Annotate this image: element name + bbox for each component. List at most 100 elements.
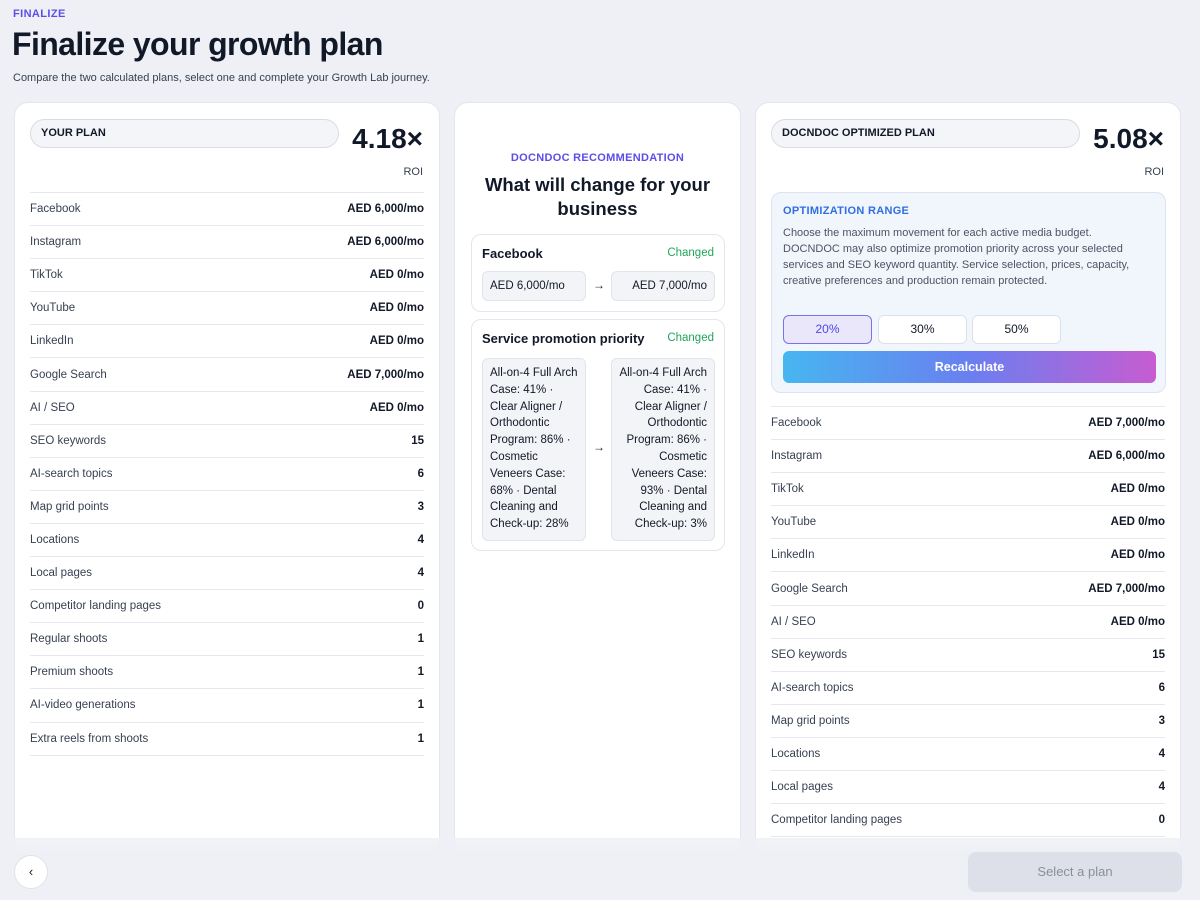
metric-value: 3 [417, 500, 424, 513]
range-option-20[interactable]: 20% [783, 315, 872, 344]
recommendation-title: What will change for your business [484, 174, 711, 219]
table-row: Facebook AED 6,000/mo [30, 193, 424, 227]
metric-value: 1 [417, 666, 424, 679]
your-plan-metrics: Facebook AED 6,000/mo Instagram AED 6,000/… [30, 192, 424, 756]
metric-label: Facebook [30, 203, 81, 216]
metric-label: YouTube [771, 516, 817, 529]
page-title: Finalize your growth plan [12, 26, 383, 62]
table-row: YouTube AED 0/mo [30, 292, 424, 326]
metric-value: AED 0/mo [1110, 483, 1165, 496]
table-row: Premium shoots 1 [30, 656, 424, 690]
metric-label: AI / SEO [771, 615, 816, 628]
metric-value: 1 [417, 699, 424, 712]
metric-value: AED 6,000/mo [347, 203, 424, 216]
metric-label: SEO keywords [771, 648, 848, 661]
metric-value: AED 0/mo [369, 269, 424, 282]
metric-value: 15 [1152, 648, 1165, 661]
your-plan-roi-value: 4.18× [352, 123, 423, 154]
table-row: Locations 4 [30, 524, 424, 558]
range-option-50[interactable]: 50% [972, 315, 1061, 344]
metric-value: 0 [417, 600, 424, 613]
changed-badge: Changed [667, 247, 714, 259]
metric-value: AED 6,000/mo [347, 236, 424, 249]
page-subtitle: Compare the two calculated plans, select… [13, 72, 430, 84]
table-row: SEO keywords 15 [771, 639, 1165, 672]
change-card-service-priority: Service promotion priority Changed All-o… [471, 319, 725, 551]
metric-label: TikTok [771, 483, 804, 496]
metric-value: 4 [1158, 781, 1165, 794]
metric-value: AED 0/mo [1110, 516, 1165, 529]
optimized-plan-roi-label: ROI [1144, 166, 1164, 178]
recommendation-eyebrow: DOCNDOC RECOMMENDATION [510, 152, 685, 164]
table-row: Local pages 4 [771, 771, 1165, 805]
metric-value: AED 0/mo [1110, 549, 1165, 562]
metric-label: AI-search topics [30, 467, 113, 480]
metric-label: Competitor landing pages [771, 814, 903, 827]
metric-value: 4 [417, 533, 424, 546]
table-row: AI-search topics 6 [30, 458, 424, 491]
table-row: LinkedIn AED 0/mo [30, 325, 424, 359]
metric-value: 1 [417, 633, 424, 646]
change-from-value: AED 6,000/mo [482, 271, 586, 301]
metric-value: 15 [411, 434, 424, 447]
metric-label: Map grid points [771, 714, 850, 727]
metric-label: Google Search [30, 368, 107, 381]
table-row: Facebook AED 7,000/mo [771, 407, 1165, 441]
metric-value: 4 [417, 567, 424, 580]
change-to-value: AED 7,000/mo [611, 271, 715, 301]
metric-label: Competitor landing pages [30, 600, 162, 613]
footer-bar: ‹ Select a plan [0, 838, 1200, 900]
metric-value: AED 0/mo [369, 401, 424, 414]
metric-label: Google Search [771, 582, 848, 595]
optimized-plan-metrics: Facebook AED 7,000/mo Instagram AED 6,000/… [771, 406, 1165, 838]
metric-label: Locations [771, 747, 821, 760]
back-button[interactable]: ‹ [14, 855, 48, 889]
metric-value: AED 0/mo [1110, 615, 1165, 628]
metric-label: Premium shoots [30, 666, 114, 679]
metric-label: Extra reels from shoots [30, 732, 149, 745]
metric-label: Facebook [771, 417, 822, 430]
table-row: Local pages 4 [30, 557, 424, 591]
optimization-range-panel: OPTIMIZATION RANGE Choose the maximum mo… [771, 192, 1166, 393]
table-row: Instagram AED 6,000/mo [30, 226, 424, 260]
range-option-30[interactable]: 30% [878, 315, 967, 344]
arrow-right-icon: → [593, 440, 605, 454]
select-plan-button[interactable]: Select a plan [968, 852, 1182, 892]
optimized-plan-label: DOCNDOC OPTIMIZED PLAN [771, 119, 1080, 148]
page-eyebrow: FINALIZE [13, 8, 66, 20]
table-row: Map grid points 3 [771, 705, 1165, 738]
metric-value: 6 [417, 467, 424, 480]
changed-badge: Changed [667, 332, 714, 344]
metric-label: AI-video generations [30, 699, 136, 712]
table-row: Locations 4 [771, 738, 1165, 772]
change-name: Service promotion priority [482, 331, 645, 346]
optimization-range-title: OPTIMIZATION RANGE [783, 205, 910, 217]
table-row: Google Search AED 7,000/mo [30, 358, 424, 392]
metric-label: AI-search topics [771, 681, 854, 694]
recommendation-card: DOCNDOC RECOMMENDATION What will change … [454, 102, 741, 862]
metric-value: 1 [417, 732, 424, 745]
metric-value: 3 [1158, 714, 1165, 727]
metric-label: AI / SEO [30, 401, 75, 414]
optimized-plan-card[interactable]: DOCNDOC OPTIMIZED PLAN 5.08× ROI OPTIMIZ… [755, 102, 1181, 862]
your-plan-card[interactable]: YOUR PLAN 4.18× ROI Facebook AED 6,000/mo… [14, 102, 440, 862]
change-from-value: All-on-4 Full Arch Case: 41% · Clear Ali… [482, 358, 586, 541]
table-row: YouTube AED 0/mo [771, 506, 1165, 540]
metric-value: AED 0/mo [369, 302, 424, 315]
metric-value: 4 [1158, 747, 1165, 760]
chevron-left-icon: ‹ [28, 864, 34, 879]
change-card-facebook: Facebook Changed AED 6,000/mo → AED 7,00… [471, 234, 725, 312]
recalculate-button[interactable]: Recalculate [783, 351, 1156, 383]
table-row: AI / SEO AED 0/mo [771, 606, 1165, 639]
metric-label: Locations [30, 533, 80, 546]
change-to-value: All-on-4 Full Arch Case: 41% · Clear Ali… [611, 358, 715, 541]
metric-label: LinkedIn [771, 549, 815, 562]
table-row: Extra reels from shoots 1 [30, 723, 424, 756]
table-row: Regular shoots 1 [30, 623, 424, 657]
metric-value: AED 7,000/mo [1088, 582, 1165, 595]
metric-label: Instagram [771, 450, 823, 463]
metric-label: Map grid points [30, 500, 109, 513]
metric-label: Local pages [771, 781, 834, 794]
metric-label: Local pages [30, 567, 93, 580]
table-row: AI-video generations 1 [30, 689, 424, 723]
